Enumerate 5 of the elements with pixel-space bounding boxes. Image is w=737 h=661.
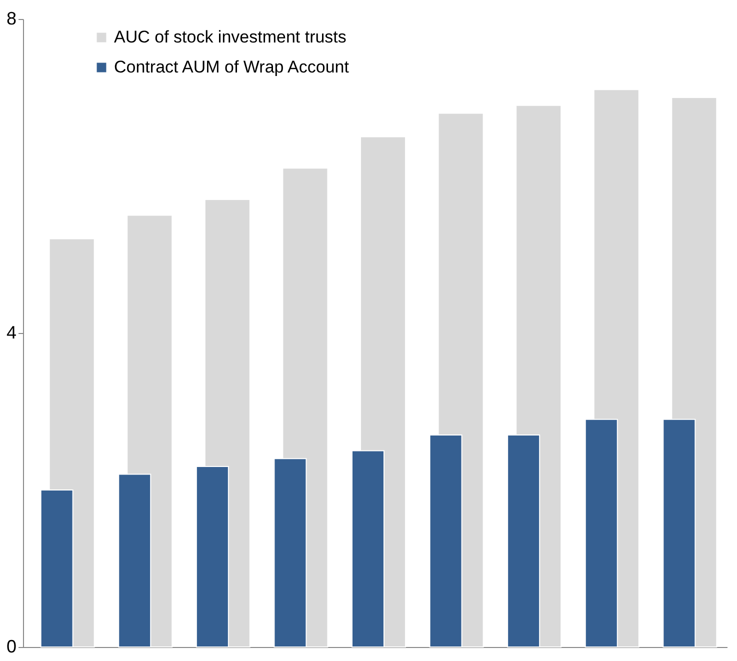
legend-label: Contract AUM of Wrap Account	[114, 58, 350, 76]
y-tick-label: 8	[6, 8, 16, 28]
y-tick-label: 4	[6, 322, 16, 342]
legend-label: AUC of stock investment trusts	[114, 28, 346, 46]
y-tick-label: 0	[6, 636, 16, 656]
